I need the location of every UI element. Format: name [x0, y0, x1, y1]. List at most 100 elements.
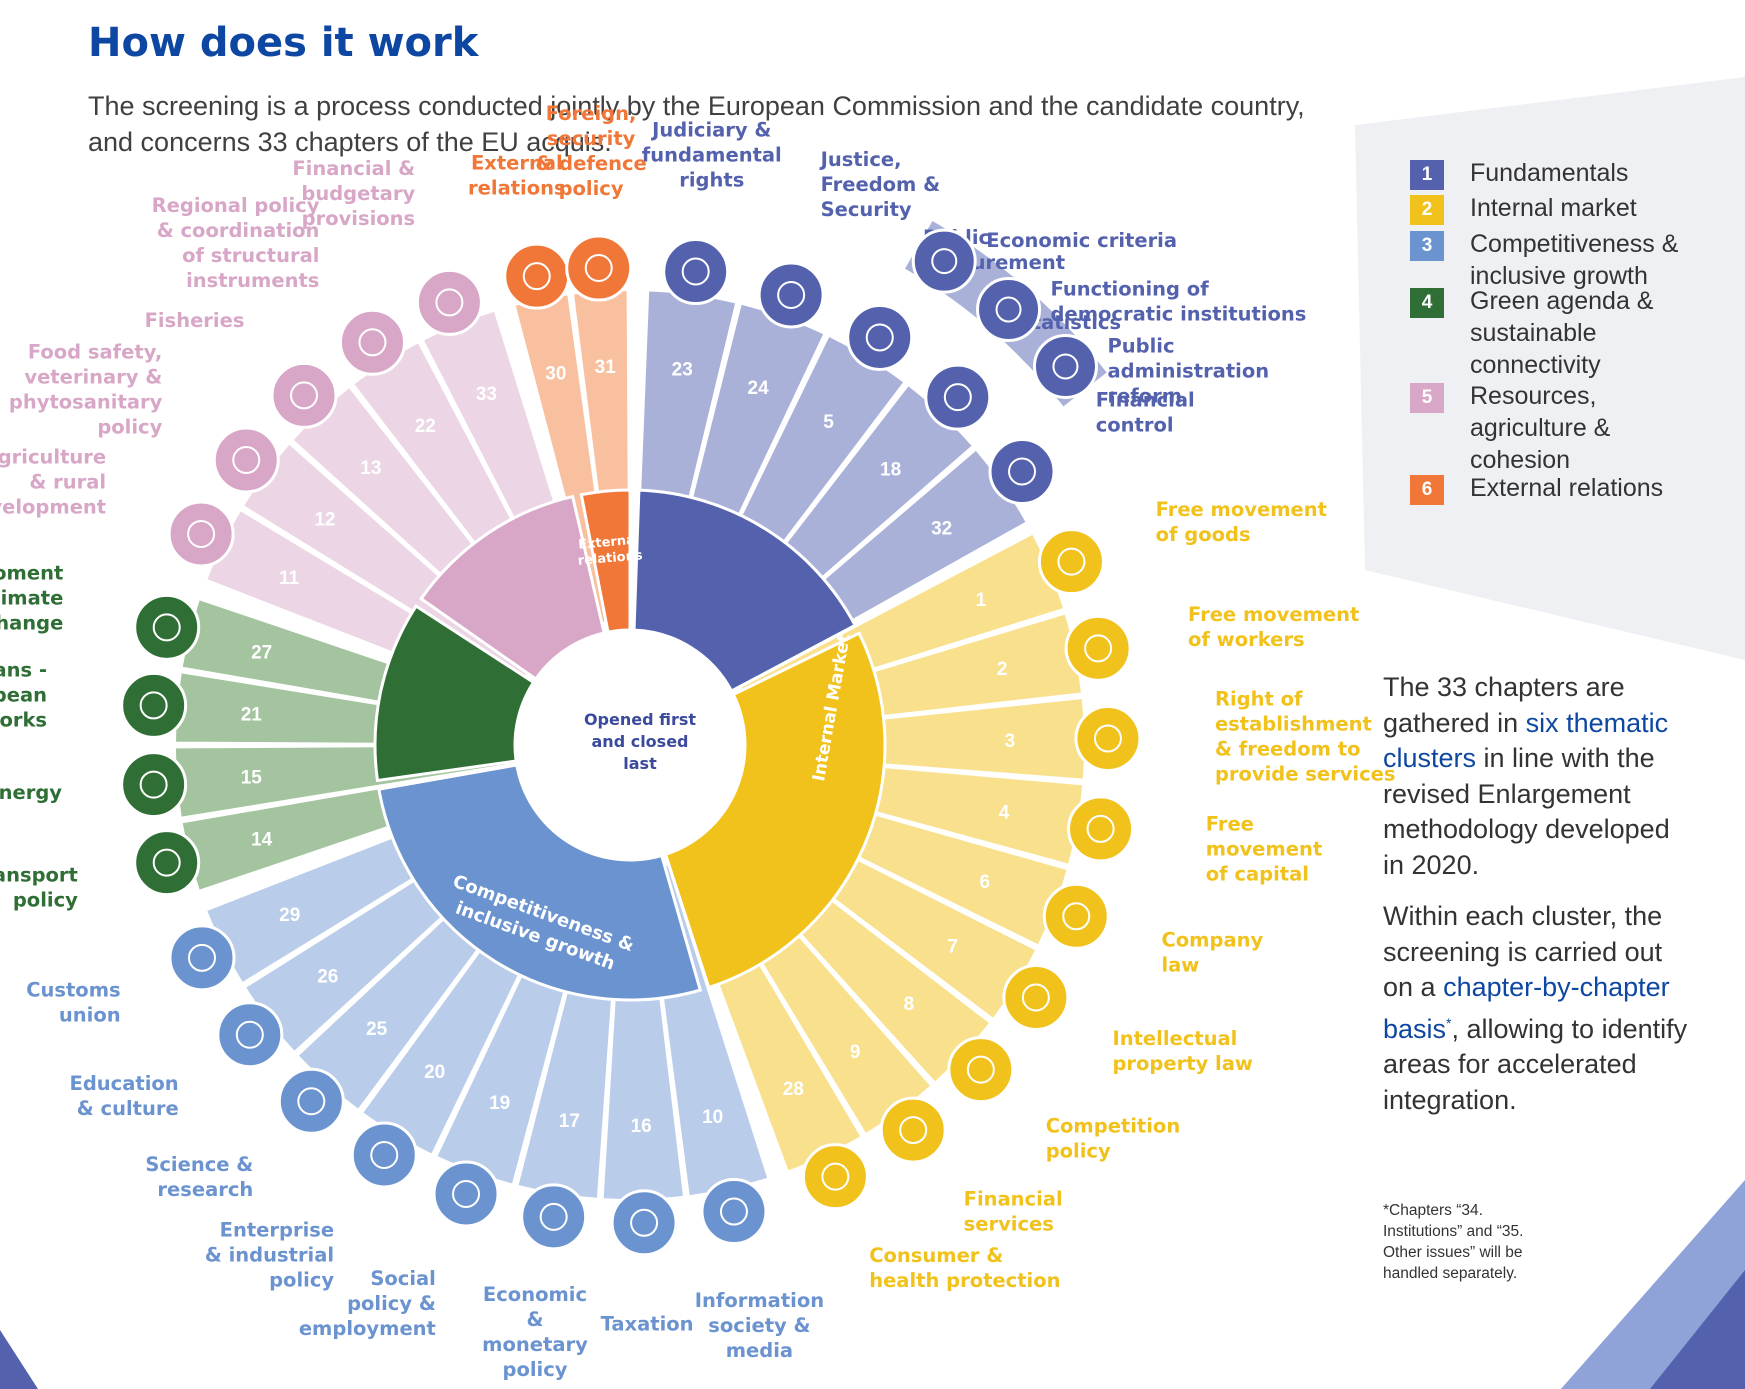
side-note-highlight: six thematic clusters	[1383, 707, 1669, 774]
chapter-label-line: of capital	[1206, 862, 1309, 885]
center-label-line: last	[623, 754, 657, 773]
chapter-label-line: Science &	[145, 1153, 253, 1176]
chapter-icon-circle	[212, 426, 280, 494]
chapter-label-line: of structural	[182, 244, 319, 267]
chapter-number: 2	[997, 659, 1008, 680]
chapter-icon-circle	[415, 268, 483, 336]
icon-glyph	[152, 848, 181, 877]
legend-number-badge: 1	[1410, 160, 1444, 190]
chapter-label-line: Free	[1206, 812, 1254, 835]
chapter-icon-circle	[700, 1178, 768, 1246]
chapter-label: Free movement of workers	[1188, 603, 1359, 651]
side-note-text: Within each cluster, the screening is ca…	[1383, 901, 1663, 1002]
cluster-label-line: relations	[577, 548, 643, 569]
chapter-label: Social policy & employment	[299, 1267, 436, 1340]
chapter-number: 14	[251, 830, 273, 851]
icon-glyph	[1052, 353, 1079, 380]
chapter-label-line: provide services	[1215, 762, 1396, 785]
certificate-icon	[1042, 882, 1110, 950]
chapter-label-line: Financial	[964, 1188, 1063, 1211]
chapter-number: 8	[904, 994, 915, 1015]
chapter-number: 1	[976, 590, 987, 611]
chapter-icon-circle	[133, 593, 201, 661]
arc-icon-circle	[911, 228, 977, 294]
side-note-text: The 33 chapters are gathered in	[1383, 672, 1625, 738]
chapter-number: 12	[314, 509, 335, 530]
chapter-label-line: & freedom to	[1215, 737, 1361, 760]
chapter-label-line: Customs	[26, 979, 120, 1002]
chapter-label-line: Education	[70, 1072, 179, 1095]
chapter-label-line: monetary	[482, 1333, 588, 1356]
chapter-label-line: security	[547, 127, 636, 150]
chapter-label: Economic & monetary policy	[482, 1283, 588, 1381]
legend-item: 6 External relations	[1410, 472, 1700, 505]
chapter-label-line: movement	[1206, 837, 1322, 860]
chapter-icon-circle	[1067, 795, 1135, 863]
chapter-icon-circle	[1074, 705, 1142, 773]
chapter-icon-circle	[277, 1067, 345, 1135]
icon-glyph	[235, 1020, 264, 1049]
chapter-label-line: change	[0, 612, 63, 635]
chapter-icon-circle	[846, 303, 914, 371]
chapter-label-line: External	[471, 152, 563, 175]
people-icon	[432, 1160, 500, 1228]
chapter-label-line: Statistics	[1018, 311, 1121, 334]
chapter-label-line: provisions	[302, 207, 416, 230]
page-title: How does it work	[88, 20, 479, 66]
chapter-label-line: Regional policy	[152, 194, 320, 217]
chapter-label: Judiciary & fundamental rights	[642, 119, 782, 192]
chapter-label-line: policy	[559, 177, 624, 200]
chapter-number: 4	[999, 803, 1010, 824]
icon-glyph	[719, 1197, 748, 1226]
icon-glyph	[1093, 724, 1122, 753]
chapter-label: Customs union	[26, 979, 120, 1027]
chapter-icon-circle	[757, 261, 825, 329]
icon-glyph	[943, 383, 972, 412]
legend-number-badge: 3	[1410, 231, 1444, 261]
icon-glyph	[522, 262, 551, 291]
chapter-label-line: Transport	[0, 863, 78, 886]
chapter-label-line: rights	[679, 169, 744, 192]
chapter-label: Energy	[0, 781, 62, 804]
chapter-label-line: & culture	[77, 1097, 179, 1120]
side-note-highlight: chapter-by-chapter basis	[1383, 972, 1670, 1044]
checklist-icon	[415, 268, 483, 336]
chapter-number: 30	[545, 363, 566, 384]
icon-glyph	[1008, 457, 1037, 486]
legend-label: Internal market	[1470, 194, 1637, 222]
icon-glyph	[931, 248, 958, 275]
chapter-number: 7	[947, 937, 958, 958]
chapter-number: 25	[366, 1019, 388, 1040]
chapter-number: 28	[783, 1079, 804, 1100]
chapter-label-line: services	[964, 1213, 1054, 1236]
chapter-number: 26	[317, 966, 338, 987]
chapter-label-line: policy	[502, 1358, 567, 1381]
scales-icon	[757, 261, 825, 329]
chapter-label-line: Foreign,	[546, 102, 637, 125]
heart-hands-icon	[801, 1143, 869, 1211]
chapter-number: 31	[595, 357, 617, 378]
chapter-label: Enviroment& climatechange	[0, 562, 63, 635]
legend-label: Green agenda & sustainable connectivity	[1470, 287, 1654, 379]
chapter-label: Science & research	[145, 1153, 253, 1201]
podium-icon	[947, 1036, 1015, 1104]
chapter-label: Information society & media	[695, 1289, 824, 1362]
icon-glyph	[1057, 547, 1086, 576]
chapter-label: Statistics	[1018, 311, 1121, 334]
coins-icon	[520, 1183, 588, 1251]
chapter-icon-circle	[662, 238, 730, 306]
tax-bag-icon	[610, 1189, 678, 1257]
chapter-number: 10	[702, 1107, 723, 1128]
network-globe-icon	[1067, 795, 1135, 863]
chapter-label-line: networks	[0, 709, 47, 732]
icon-glyph	[584, 254, 613, 283]
chapter-label-line: development	[0, 495, 106, 518]
icon-glyph	[152, 613, 181, 642]
legend-item: 1 Fundamentals	[1410, 157, 1700, 190]
chapter-number: 16	[631, 1116, 652, 1137]
chapter-number: 33	[476, 384, 497, 405]
chapter-label-line: union	[59, 1004, 121, 1027]
chapter-icon-circle	[216, 1001, 284, 1069]
